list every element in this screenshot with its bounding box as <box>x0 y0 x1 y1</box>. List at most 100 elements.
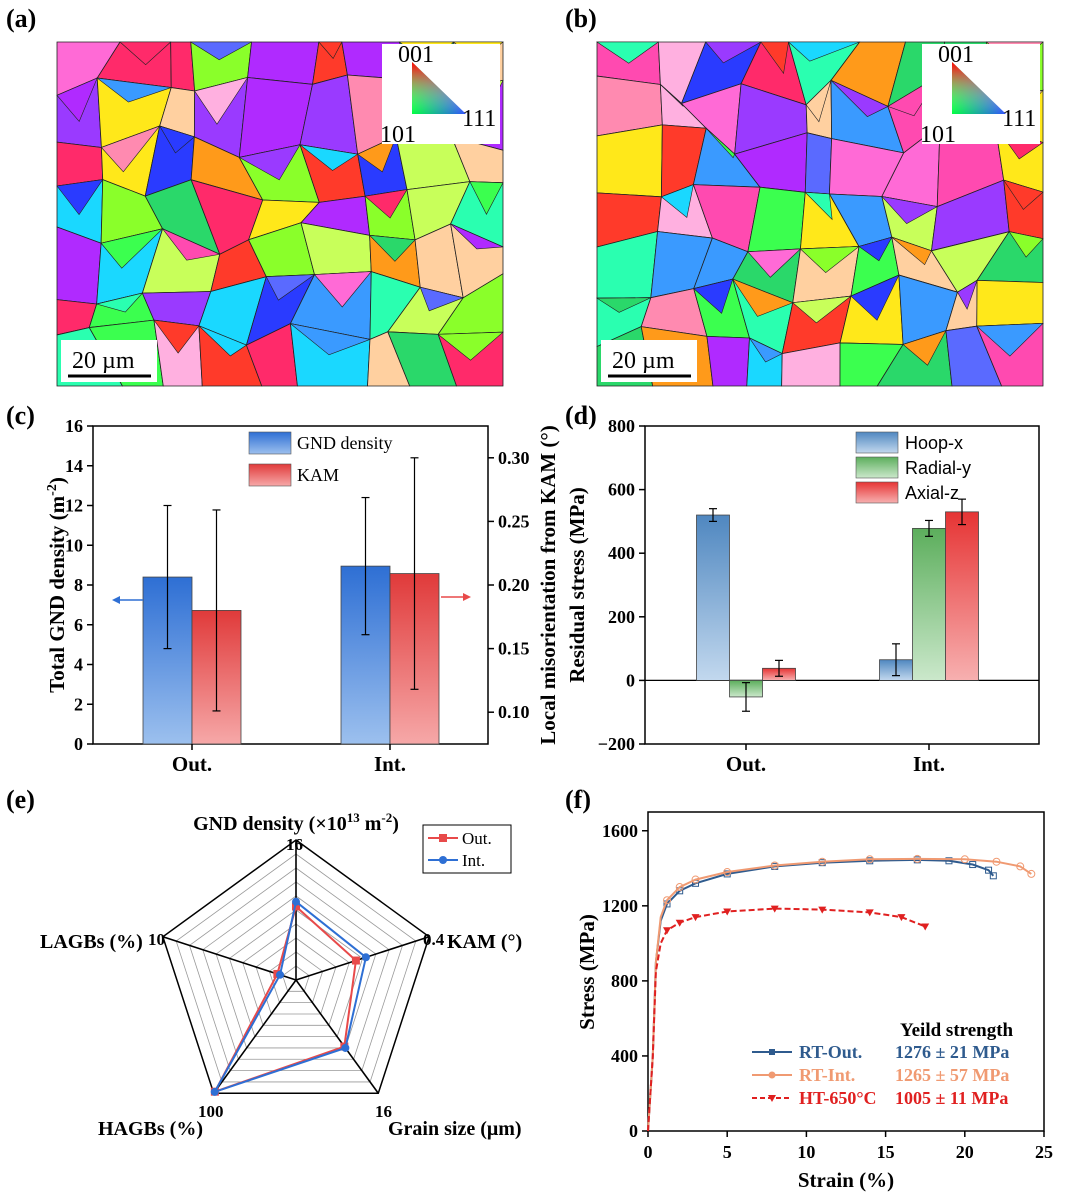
ebsd-map-b-grains <box>595 41 1044 387</box>
curve-marker <box>723 908 732 916</box>
y-tick-label: 0 <box>626 670 635 690</box>
panel-label-d: (d) <box>565 401 597 430</box>
curve-marker <box>770 861 779 870</box>
legend-yield-value: 1005 ± 11 MPa <box>895 1088 1008 1108</box>
x-tick-label: Int. <box>913 752 945 776</box>
legend-yield-value: 1276 ± 21 MPa <box>895 1042 1009 1062</box>
chart-f-ylabel: Stress (MPa) <box>575 914 599 1030</box>
legend-label-out: Out. <box>462 829 492 848</box>
y-tick-label: 800 <box>611 971 638 991</box>
ebsd-grain <box>96 77 172 103</box>
ebsd-grain <box>56 141 104 187</box>
legend-swatch-kam <box>248 463 292 487</box>
chart-c-legend: GND density KAM <box>248 431 393 487</box>
radar-ring <box>202 881 390 1060</box>
curve-marker <box>723 868 732 877</box>
chart-c-y2-axis: 0.10 0.15 0.20 0.25 0.30 <box>488 448 530 722</box>
ebsd-grain <box>891 236 932 266</box>
chart-c-y2label: Local misorientation from KAM (°) <box>536 425 560 744</box>
chart-e: GND density (×1013 m-2) 16 KAM (°) 0.4 G… <box>40 810 522 1140</box>
radar-max-kam: 0.4 <box>423 930 445 949</box>
x-tick-label: 20 <box>956 1142 974 1162</box>
curve-marker <box>675 919 684 927</box>
radar-ring <box>175 853 417 1083</box>
ebsd-grain <box>799 246 860 273</box>
ebsd-grain <box>748 337 783 363</box>
chart-c-ylabel: Total GND density (m-2) <box>45 477 69 693</box>
y2-tick-label: 0.20 <box>498 575 530 595</box>
panel-label-c: (c) <box>6 401 35 430</box>
ebsd-grain <box>596 124 663 198</box>
ebsd-grain <box>850 274 900 321</box>
y-tick-label: 4 <box>74 655 83 675</box>
ebsd-grain <box>804 191 833 221</box>
ebsd-grain <box>265 274 316 301</box>
x-tick-label: 25 <box>1035 1142 1053 1162</box>
radar-point <box>292 902 300 911</box>
radar-ring <box>189 867 403 1072</box>
ebsd-grain <box>805 79 832 123</box>
ebsd-grain <box>804 132 833 195</box>
ebsd-grain <box>238 144 301 181</box>
radar-ring <box>255 937 337 1015</box>
ebsd-grain <box>660 184 694 218</box>
curve-marker <box>691 914 700 922</box>
radar-axis-label-lagbs: LAGBs (%) <box>40 931 143 953</box>
curve-marker <box>770 905 779 913</box>
chart-d-y-axis: −200 0 200 400 600 800 <box>598 416 1039 754</box>
ebsd-grain <box>364 189 408 219</box>
ebsd-grain <box>693 278 734 314</box>
ebsd-grain <box>357 135 397 173</box>
ebsd-grain <box>56 179 104 216</box>
ebsd-grain <box>706 335 750 387</box>
ebsd-grain <box>957 279 978 310</box>
curve-marker <box>663 896 672 905</box>
ebsd-grain <box>881 196 939 225</box>
ebsd-grain <box>1002 179 1044 210</box>
scale-bar-b-label: 20 µm <box>612 348 675 374</box>
ebsd-grain <box>437 331 504 361</box>
legend-swatch <box>855 481 899 504</box>
legend-yield-value: 1265 ± 57 MPa <box>895 1065 1009 1085</box>
y-tick-label: 10 <box>65 535 83 555</box>
legend-marker-int <box>439 856 447 864</box>
curve-marker <box>865 909 874 917</box>
y-tick-label: 8 <box>74 575 83 595</box>
ebsd-grain <box>100 228 164 269</box>
ebsd-grain <box>705 128 736 159</box>
chart-d: −200 0 200 400 600 800 Out. Int. Residual stre… <box>565 416 1040 776</box>
curve-marker <box>1027 869 1036 878</box>
ebsd-grain <box>595 297 651 313</box>
y-tick-label: 0 <box>74 734 83 754</box>
ebsd-grain <box>189 41 252 61</box>
legend-marker-out <box>439 834 447 842</box>
ebsd-map-b: 001 101 111 20 µm <box>595 41 1044 387</box>
y-tick-label: 16 <box>65 416 83 436</box>
panel-label-f: (f) <box>565 785 591 814</box>
bar-hoop-x <box>696 514 730 681</box>
legend-swatch <box>855 456 899 479</box>
ebsd-grain <box>976 323 1044 357</box>
ebsd-grain <box>313 271 372 308</box>
radar-ring <box>282 965 310 992</box>
chart-f-legend: RT-Out. 1276 ± 21 MPa RT-Int. 1265 ± 57 MPa… <box>752 1042 1009 1108</box>
legend-series-name: HT-650°C <box>799 1088 877 1108</box>
scale-bar-a-label: 20 µm <box>72 348 135 374</box>
curve-rt-int- <box>647 857 1032 1132</box>
radar-max-hagbs: 100 <box>198 1102 224 1121</box>
ebsd-grain <box>705 41 763 64</box>
ebsd-grain <box>469 181 504 215</box>
chart-d-frame <box>644 425 1040 745</box>
ebsd-grain <box>100 125 161 173</box>
y2-tick-label: 0.10 <box>498 702 530 722</box>
curve-marker <box>691 875 700 884</box>
ipf-b-right: 111 <box>1002 106 1036 132</box>
ebsd-grain <box>760 41 789 75</box>
radar-point <box>292 897 300 906</box>
ebsd-grain <box>732 278 794 317</box>
radar-spoke <box>295 979 379 1094</box>
ebsd-grain <box>830 80 889 118</box>
chart-f-axes: 0 5 10 15 20 25 0 400 800 1200 1600 <box>602 821 1053 1162</box>
radar-series-int <box>212 899 368 1094</box>
chart-f: 0 5 10 15 20 25 0 400 800 1200 1600 Stress (MPa) S… <box>575 811 1053 1192</box>
